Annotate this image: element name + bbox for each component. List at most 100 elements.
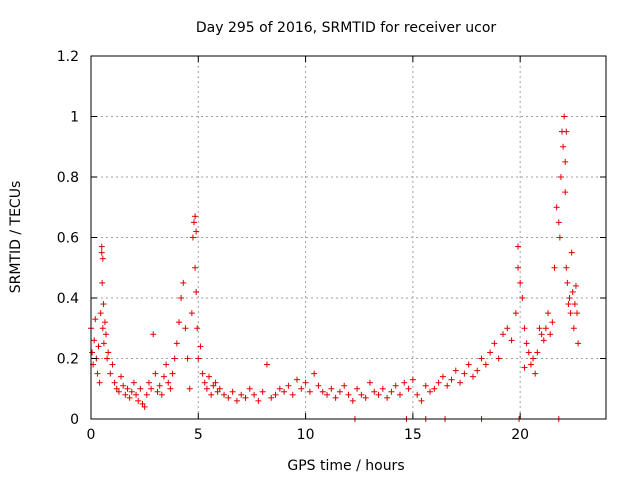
data-point xyxy=(474,367,481,374)
x-tick-label: 10 xyxy=(297,427,315,443)
data-point xyxy=(107,370,114,377)
data-point xyxy=(133,391,140,398)
data-point xyxy=(557,174,564,180)
data-point xyxy=(103,331,110,338)
data-point xyxy=(431,385,438,392)
data-point xyxy=(152,370,159,377)
data-point xyxy=(105,349,112,356)
data-point xyxy=(169,370,176,377)
data-point xyxy=(156,382,163,389)
data-point xyxy=(194,325,201,332)
points-layer xyxy=(88,113,582,422)
data-point xyxy=(563,128,570,135)
data-point xyxy=(517,279,524,286)
data-point xyxy=(259,388,266,395)
data-point xyxy=(160,373,167,380)
data-point xyxy=(508,337,515,344)
data-point xyxy=(345,391,352,398)
data-point xyxy=(448,376,455,383)
data-point xyxy=(191,219,197,226)
data-point xyxy=(195,355,202,362)
data-point xyxy=(289,391,296,398)
data-point xyxy=(281,388,288,395)
data-point xyxy=(139,400,146,407)
grid-layer xyxy=(91,56,606,419)
data-point xyxy=(515,243,522,250)
data-point xyxy=(414,391,421,398)
data-point xyxy=(397,391,403,398)
data-point xyxy=(197,343,204,350)
data-point xyxy=(120,382,127,389)
data-point xyxy=(392,382,399,389)
data-point xyxy=(444,382,451,389)
data-point xyxy=(100,301,107,308)
data-point xyxy=(89,349,96,356)
data-point xyxy=(98,243,105,250)
data-point xyxy=(165,379,172,386)
data-point xyxy=(130,379,137,386)
y-tick-label: 1 xyxy=(70,110,79,126)
data-point xyxy=(336,388,343,395)
data-point xyxy=(96,379,103,386)
data-point xyxy=(556,234,563,241)
data-point xyxy=(328,385,335,392)
data-point xyxy=(388,388,395,395)
data-point xyxy=(405,385,412,392)
data-point xyxy=(358,391,365,398)
data-point xyxy=(311,370,318,377)
x-tick-label: 0 xyxy=(87,427,96,443)
data-point xyxy=(439,373,446,380)
data-point xyxy=(545,310,552,317)
data-point xyxy=(263,361,270,368)
data-point xyxy=(523,340,530,347)
data-point xyxy=(109,361,116,368)
data-point xyxy=(188,310,195,317)
data-point xyxy=(210,382,217,389)
data-point xyxy=(341,382,348,389)
data-point xyxy=(285,382,292,389)
data-point xyxy=(549,319,556,326)
data-point xyxy=(251,391,258,398)
data-point xyxy=(379,385,386,392)
data-point xyxy=(221,391,228,398)
data-point xyxy=(122,391,129,398)
data-point xyxy=(126,394,133,401)
data-point xyxy=(192,264,199,271)
data-point xyxy=(154,388,161,395)
data-point xyxy=(561,113,568,120)
data-point xyxy=(315,382,322,389)
data-point xyxy=(491,340,498,347)
data-point xyxy=(349,397,356,404)
data-point xyxy=(99,325,106,332)
data-point xyxy=(534,349,541,356)
data-point xyxy=(478,355,485,362)
data-point xyxy=(92,316,99,323)
data-point xyxy=(521,325,528,332)
data-point xyxy=(216,385,223,392)
data-point xyxy=(564,279,571,286)
data-point xyxy=(203,385,210,392)
data-point xyxy=(500,331,506,338)
data-point xyxy=(540,337,547,344)
data-point xyxy=(332,394,339,401)
data-point xyxy=(101,319,108,326)
data-point xyxy=(570,325,577,332)
data-point xyxy=(135,397,142,404)
y-tick-label: 0.4 xyxy=(57,291,79,307)
data-point xyxy=(246,385,253,392)
data-point xyxy=(362,394,369,401)
data-point xyxy=(192,213,199,220)
data-point xyxy=(298,385,305,392)
data-point xyxy=(141,403,148,410)
data-point xyxy=(163,361,170,368)
data-point xyxy=(91,337,98,344)
data-point xyxy=(553,204,560,211)
data-point xyxy=(182,325,189,332)
data-point xyxy=(229,388,236,395)
data-point xyxy=(452,367,459,374)
data-point xyxy=(242,394,249,401)
data-point xyxy=(562,189,569,196)
data-point xyxy=(167,385,174,392)
y-tick-label: 0.2 xyxy=(57,352,79,368)
data-point xyxy=(212,379,219,386)
